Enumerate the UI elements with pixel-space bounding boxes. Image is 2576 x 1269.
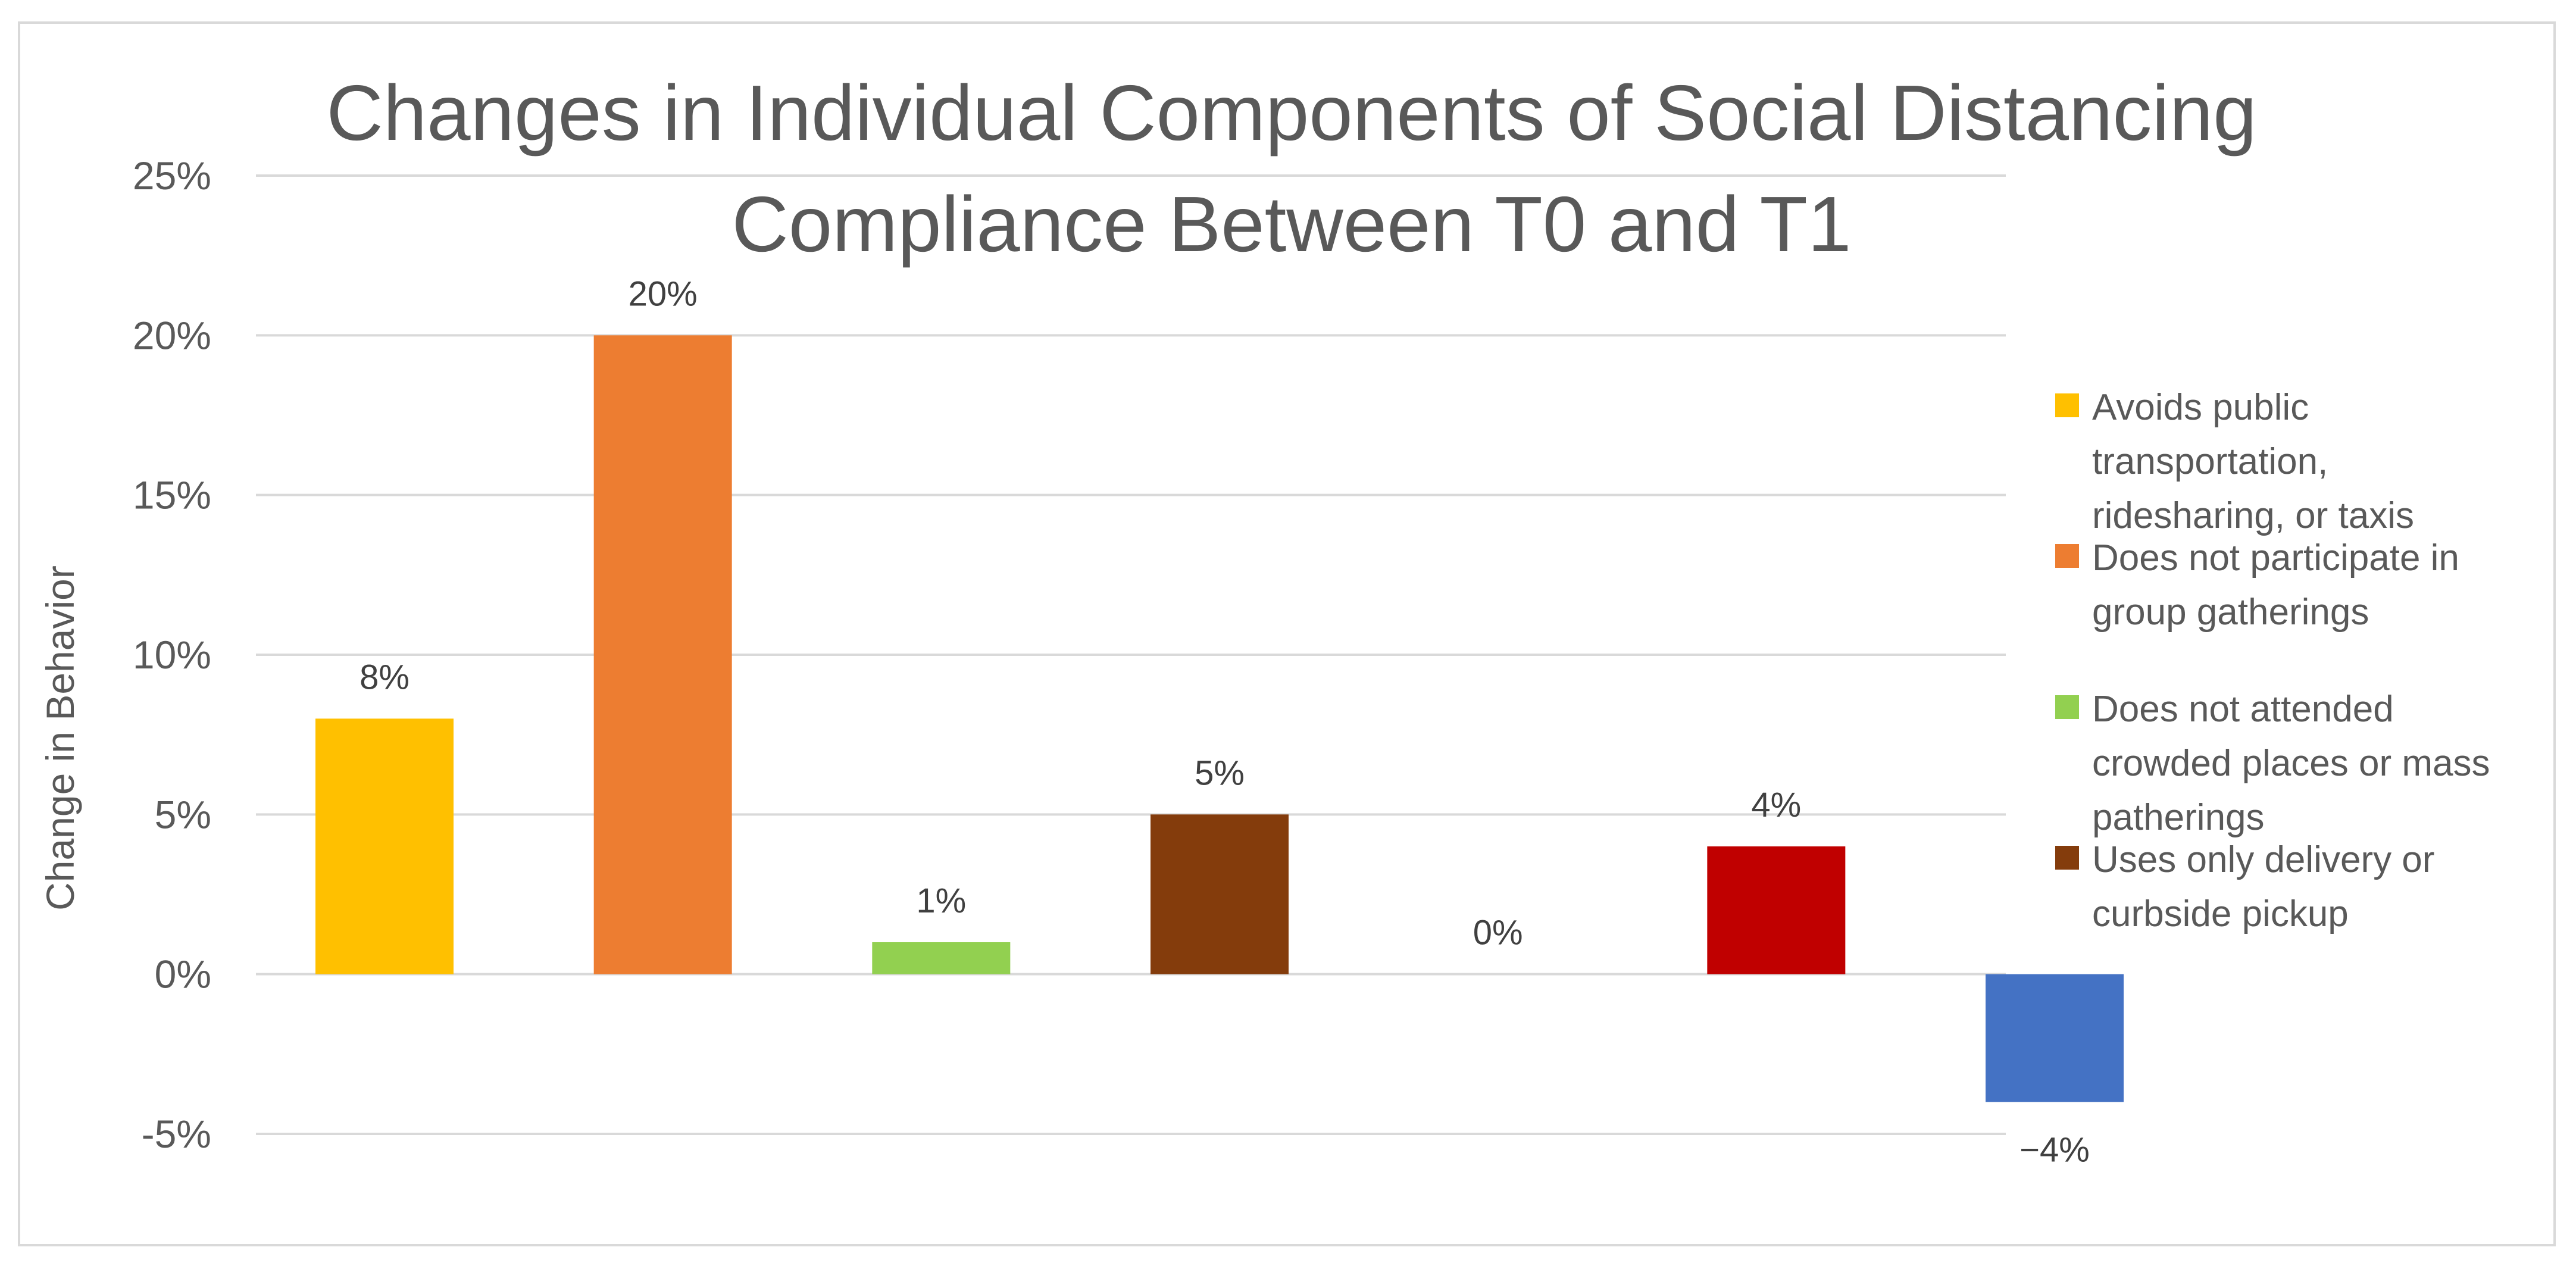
y-tick-label: 25% xyxy=(133,154,211,198)
gridlines xyxy=(256,174,2006,1135)
legend-swatch xyxy=(2055,846,2079,870)
legend-label: crowded places or mass xyxy=(2092,743,2490,784)
y-tick-label: 15% xyxy=(133,473,211,517)
legend-label: Does not attended xyxy=(2092,689,2394,730)
legend-label: Uses only delivery or xyxy=(2092,839,2434,880)
legend-label: transportation, xyxy=(2092,441,2328,482)
legend-swatch xyxy=(2055,544,2079,568)
y-axis-ticks: 25% 20% 15% 10% 5% 0% -5% xyxy=(133,154,211,1156)
y-tick-label: -5% xyxy=(142,1112,211,1156)
bar xyxy=(1707,846,1846,974)
data-labels: 8% 20% 1% 5% 0% 4% −4% xyxy=(359,274,2090,1169)
bar-data-label: −4% xyxy=(2019,1130,2090,1169)
bar-data-label: 0% xyxy=(1473,914,1523,952)
legend: Avoids public transportation, ridesharing,… xyxy=(2055,387,2490,934)
bar xyxy=(593,335,732,974)
chart-title-line-1: Changes in Individual Components of Soci… xyxy=(326,69,2256,157)
bar-data-label: 8% xyxy=(359,658,409,696)
y-tick-label: 5% xyxy=(155,792,211,836)
y-tick-label: 0% xyxy=(155,952,211,996)
bar xyxy=(1986,974,2124,1102)
chart-frame xyxy=(18,21,2556,1246)
legend-label: group gatherings xyxy=(2092,592,2369,633)
bar-data-label: 20% xyxy=(629,274,698,313)
bar-data-label: 4% xyxy=(1751,786,1801,824)
bar xyxy=(315,718,454,974)
bars xyxy=(315,335,2124,1102)
legend-label: Avoids public xyxy=(2092,387,2309,428)
bar xyxy=(1151,814,1289,974)
legend-label: patherings xyxy=(2092,797,2265,838)
legend-label: curbside pickup xyxy=(2092,893,2349,934)
legend-label: Does not participate in xyxy=(2092,537,2459,579)
legend-swatch xyxy=(2055,393,2079,417)
bar-data-label: 1% xyxy=(916,882,966,920)
y-axis-label: Change in Behavior xyxy=(38,565,82,911)
y-tick-label: 10% xyxy=(133,633,211,677)
legend-swatch xyxy=(2055,695,2079,719)
legend-label: ridesharing, or taxis xyxy=(2092,495,2414,536)
bar-data-label: 5% xyxy=(1195,754,1245,792)
y-tick-label: 20% xyxy=(133,313,211,357)
chart-title-line-2: Compliance Between T0 and T1 xyxy=(732,180,1852,268)
bar xyxy=(872,942,1011,974)
